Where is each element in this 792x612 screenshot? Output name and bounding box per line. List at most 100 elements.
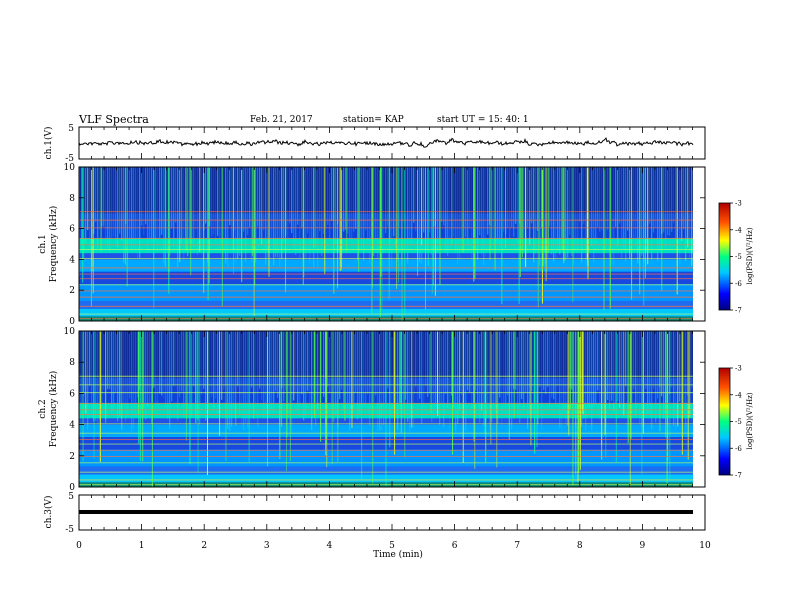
spectrogram-column [559,331,561,429]
ch1-colorbar-tick-label: -4 [735,226,742,234]
spectrogram-column [123,167,125,263]
spectrogram-band [79,253,705,260]
spectrogram-column [417,331,419,402]
spectrogram-column [601,167,603,231]
ch1-spec-ylabel-line1: ch.1 [38,234,48,253]
spectrogram-column [529,331,531,415]
spectrogram-band [79,167,705,214]
spectrogram-column [297,331,299,411]
figure-title: VLF Spectra [78,113,149,126]
spectrogram-column [503,167,505,232]
spectrogram-column [461,331,463,395]
spectrogram-column [595,331,597,405]
spectrogram-column [163,331,165,399]
spectrogram-column [187,331,189,413]
spectrogram-column [391,331,393,418]
spectrogram-column [103,167,105,227]
spectrogram-band [79,271,705,285]
spectrogram-band [79,308,705,317]
spectrogram-column [505,331,507,417]
spectrogram-column [197,167,199,256]
spectrogram-column [117,167,119,248]
spectrogram-column [395,331,397,404]
spectrogram-column [585,331,587,431]
spectrogram-column [227,331,229,429]
ch2-spectrogram [79,331,705,487]
spectrogram-column [441,331,443,407]
time-tick-label: 6 [452,541,458,551]
spectrogram-column [203,331,205,389]
spectrogram-column [587,331,589,409]
spectrogram-column [323,331,325,397]
spectrogram-column [363,331,365,409]
spectrogram-band [79,390,705,403]
spectrogram-column [83,331,85,396]
spectrogram-column [369,331,371,426]
spectrogram-column [199,331,201,425]
spectrogram-column [477,167,479,260]
spectrogram-column [121,331,123,430]
spectrogram-column [145,167,147,225]
spectrogram-column [431,167,433,255]
spectrogram-column [277,167,279,258]
spectrogram-column [549,167,551,227]
spectrogram-column [263,331,265,419]
ch1-ytick-top: 5 [68,124,74,134]
spectrogram-column [267,167,269,258]
spectrogram-column [239,331,241,418]
spectrogram-column [623,167,625,251]
spectrogram-column [515,331,517,391]
spectrogram-column [89,331,91,386]
spectrogram-column [299,331,301,409]
spectrogram-column [101,331,103,416]
ch2-colorbar-tick-label: -5 [735,418,742,426]
spectrogram-column [419,167,421,263]
spectrogram-column [509,167,511,239]
spectrogram-column [287,167,289,245]
spectrogram-column [161,167,163,235]
spectrogram-column [645,331,647,390]
spectrogram-column [183,167,185,261]
spectrogram-column [289,167,291,224]
spectrogram-column [677,331,679,427]
spectrogram-column [265,331,267,419]
spectrogram-column [433,331,435,419]
spectrogram-column [179,331,181,398]
spectrogram-column [453,167,455,237]
spectrogram-column [625,331,627,387]
spectrogram-column [633,331,635,390]
spectrogram-column [387,167,389,227]
spectrogram-column [393,331,395,410]
ch1-spec-xticks [78,167,706,321]
spectrogram-column [669,167,671,236]
spectrogram-column [483,331,485,426]
spectrogram-column [311,167,313,244]
spectrogram-column [521,167,523,239]
spectrogram-column [395,167,397,248]
spectrogram-column [687,331,689,396]
spectrogram-column [575,167,577,252]
spectrogram-column [615,167,617,227]
spectrogram-column [447,331,449,409]
spectrogram-column [217,331,219,413]
spectrogram-column [81,331,83,419]
spectrogram-column [127,331,129,417]
spectrogram-column [339,167,341,259]
spectrogram-column [273,167,275,266]
spectrogram-column [229,167,231,226]
spectrogram-column [675,331,677,431]
ch1-spec-ytick-label: 0 [69,317,75,327]
spectrogram-column [613,331,615,412]
ch1-spec-ylabel-line2: Frequency (kHz) [48,206,59,283]
spectrogram-band [79,284,705,301]
ch1-spectrogram [78,167,705,321]
spectrogram-column [287,331,289,414]
spectrogram-column [175,167,177,223]
spectrogram-column [211,331,213,397]
spectrogram-column [115,331,117,393]
spectrogram-column [211,167,213,237]
spectrogram-column [561,331,563,429]
spectrogram-column [649,167,651,224]
spectrogram-column [129,331,131,399]
spectrogram-column [89,167,91,246]
